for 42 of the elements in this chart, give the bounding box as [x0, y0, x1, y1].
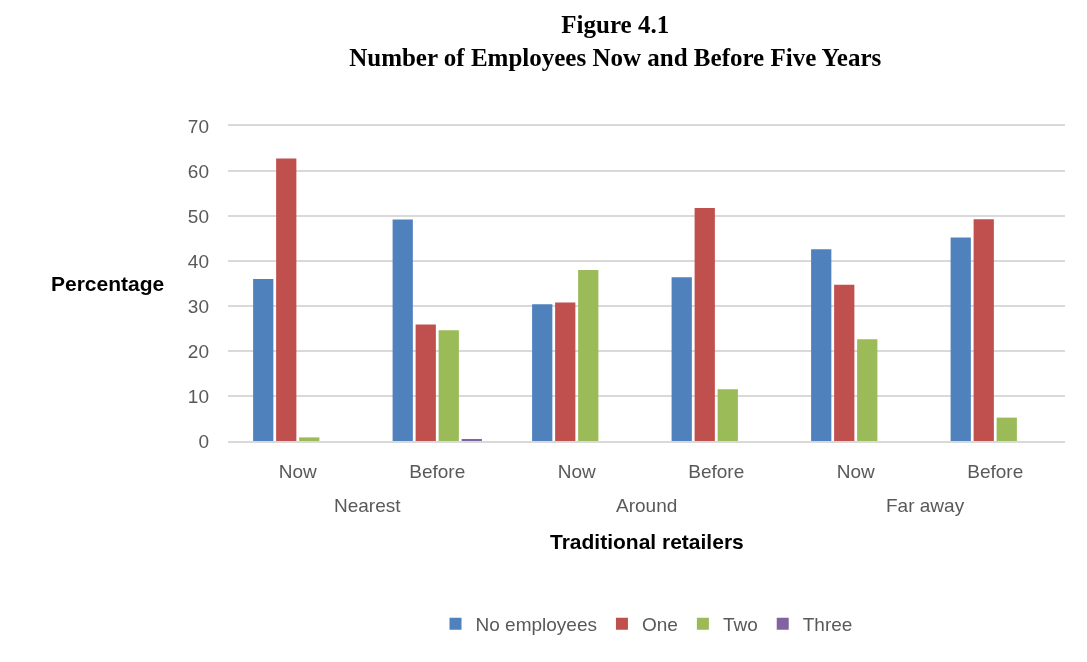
text: Nearest	[334, 495, 402, 516]
y-tick-label: 10	[187, 385, 209, 407]
bar	[950, 237, 971, 441]
y-tick-label: 50	[187, 205, 209, 227]
bar	[532, 304, 553, 441]
x-tick-label: Before	[967, 460, 1024, 482]
bar	[996, 417, 1017, 441]
y-tick-label: 70	[187, 115, 209, 137]
legend-label: Three	[802, 614, 853, 636]
text: Around	[616, 495, 678, 516]
bar	[671, 277, 692, 441]
y-axis-title: Percentage	[51, 272, 165, 295]
x-tick-label: Now	[557, 460, 597, 482]
bar	[578, 270, 599, 441]
bar	[555, 302, 576, 441]
x-tick-label: Before	[409, 460, 466, 482]
bar	[834, 284, 855, 441]
y-tick-label: 60	[187, 160, 209, 182]
x-tick-label: Now	[278, 460, 318, 482]
bar	[392, 219, 413, 441]
x-tick-label: Before	[688, 460, 745, 482]
bar	[253, 279, 274, 441]
x-axis-title: Traditional retailers	[550, 530, 744, 553]
bar	[694, 207, 715, 441]
bar	[857, 339, 878, 441]
y-tick-label: 0	[198, 430, 209, 452]
bar	[415, 324, 436, 441]
bar	[811, 249, 832, 441]
bar	[717, 389, 738, 441]
y-tick-label: 40	[187, 250, 209, 272]
bar	[299, 437, 320, 441]
bar	[438, 330, 459, 441]
x-tick-label: Now	[836, 460, 876, 482]
legend-label: One	[641, 614, 678, 636]
bar	[276, 158, 297, 441]
text: Far away	[886, 495, 965, 516]
bar	[973, 219, 994, 441]
chart-title: Figure 4.1 Number of Employees Now and Before Five Years	[349, 11, 882, 71]
y-tick-label: 30	[187, 295, 209, 317]
legend-label: Two	[722, 614, 758, 636]
y-tick-label: 20	[187, 340, 209, 362]
legend-label: No employees	[475, 614, 597, 636]
